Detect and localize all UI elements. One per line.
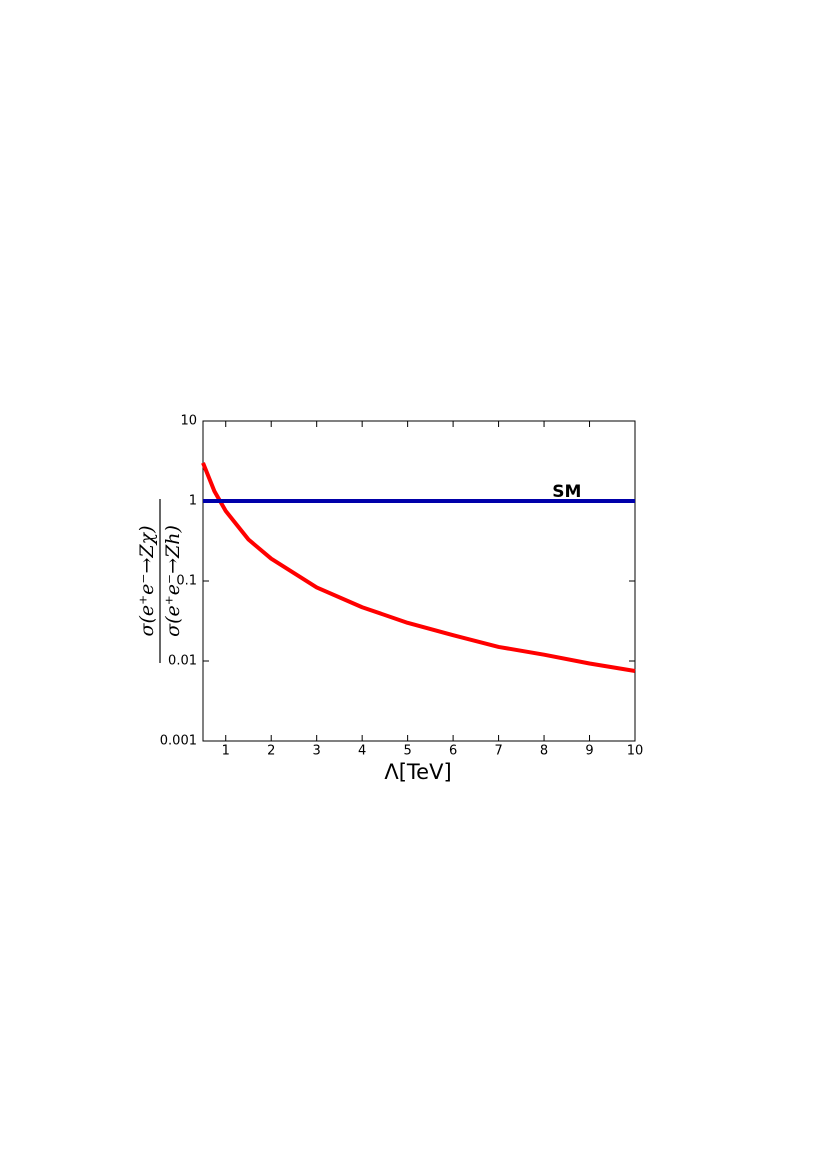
y-tick-label: 0.1 (176, 574, 197, 589)
x-tick-label: 1 (222, 744, 230, 759)
x-tick-label: 10 (627, 744, 644, 759)
annotation: SM (552, 482, 581, 502)
x-tick-label: 3 (313, 744, 321, 759)
plot-frame (202, 420, 636, 742)
series-line (201, 462, 636, 673)
y-tick-label: 10 (180, 414, 197, 429)
x-tick-label: 9 (585, 744, 593, 759)
x-tick-label: 4 (358, 744, 366, 759)
x-tick-label: 7 (494, 744, 502, 759)
y-tick-label: 0.001 (160, 734, 197, 749)
y-tick-label: 1 (189, 494, 197, 509)
y-label-numerator: σ(e⁺e⁻→Zχ) (136, 526, 158, 637)
x-tick-label: 8 (540, 744, 548, 759)
y-axis-label: σ(e⁺e⁻→Zχ) σ(e⁺e⁻→Zh) (136, 499, 184, 663)
y-label-denominator: σ(e⁺e⁻→Zh) (162, 525, 184, 637)
x-tick-label: 5 (403, 744, 411, 759)
y-tick-label: 0.01 (168, 654, 197, 669)
x-tick-label: 2 (267, 744, 275, 759)
x-axis-label: Λ[TeV] (384, 760, 451, 784)
x-tick-label: 6 (449, 744, 457, 759)
